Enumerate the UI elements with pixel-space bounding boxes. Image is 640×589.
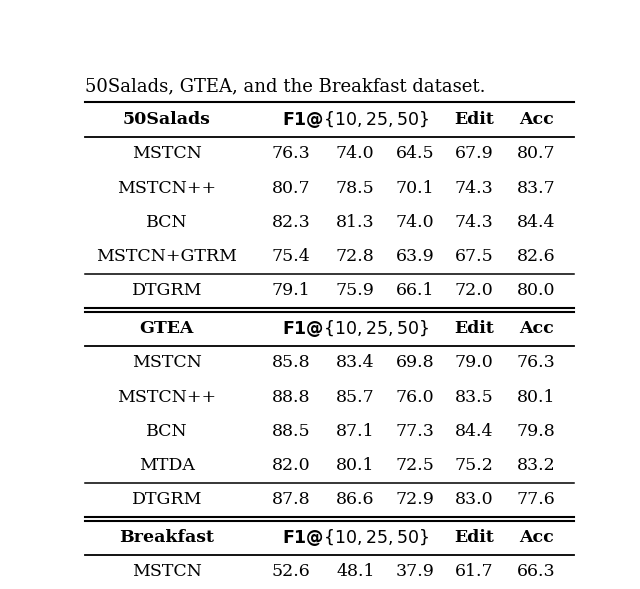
Text: $\bf{F1@}$$\{10,25,50\}$: $\bf{F1@}$$\{10,25,50\}$ — [282, 109, 429, 130]
Text: MSTCN++: MSTCN++ — [117, 389, 216, 406]
Text: 82.0: 82.0 — [271, 457, 310, 474]
Text: 72.5: 72.5 — [396, 457, 434, 474]
Text: 84.4: 84.4 — [517, 214, 556, 231]
Text: 77.6: 77.6 — [517, 491, 556, 508]
Text: 83.0: 83.0 — [455, 491, 493, 508]
Text: 80.1: 80.1 — [336, 457, 374, 474]
Text: DTGRM: DTGRM — [132, 282, 202, 299]
Text: MSTCN++: MSTCN++ — [117, 180, 216, 197]
Text: Acc: Acc — [519, 529, 554, 546]
Text: 72.0: 72.0 — [455, 282, 493, 299]
Text: 74.3: 74.3 — [455, 214, 493, 231]
Text: 80.7: 80.7 — [517, 145, 556, 163]
Text: 79.8: 79.8 — [517, 423, 556, 440]
Text: 76.3: 76.3 — [271, 145, 310, 163]
Text: 50Salads, GTEA, and the Breakfast dataset.: 50Salads, GTEA, and the Breakfast datase… — [85, 78, 486, 95]
Text: $\bf{F1@}$$\{10,25,50\}$: $\bf{F1@}$$\{10,25,50\}$ — [282, 527, 429, 548]
Text: 64.5: 64.5 — [396, 145, 434, 163]
Text: MSTCN: MSTCN — [132, 355, 202, 372]
Text: 74.0: 74.0 — [336, 145, 374, 163]
Text: 83.4: 83.4 — [336, 355, 374, 372]
Text: 70.1: 70.1 — [396, 180, 434, 197]
Text: 67.5: 67.5 — [455, 248, 493, 265]
Text: 75.9: 75.9 — [336, 282, 374, 299]
Text: 78.5: 78.5 — [336, 180, 374, 197]
Text: 84.4: 84.4 — [455, 423, 493, 440]
Text: 66.1: 66.1 — [396, 282, 434, 299]
Text: 88.8: 88.8 — [271, 389, 310, 406]
Text: 67.9: 67.9 — [455, 145, 493, 163]
Text: Acc: Acc — [519, 320, 554, 337]
Text: 81.3: 81.3 — [336, 214, 374, 231]
Text: 79.0: 79.0 — [455, 355, 493, 372]
Text: 85.8: 85.8 — [271, 355, 310, 372]
Text: MSTCN+GTRM: MSTCN+GTRM — [96, 248, 237, 265]
Text: 76.0: 76.0 — [396, 389, 434, 406]
Text: 63.9: 63.9 — [396, 248, 434, 265]
Text: 88.5: 88.5 — [271, 423, 310, 440]
Text: 50Salads: 50Salads — [123, 111, 211, 128]
Text: 82.3: 82.3 — [271, 214, 310, 231]
Text: 75.4: 75.4 — [271, 248, 310, 265]
Text: BCN: BCN — [146, 214, 188, 231]
Text: 75.2: 75.2 — [455, 457, 493, 474]
Text: 83.7: 83.7 — [517, 180, 556, 197]
Text: BCN: BCN — [146, 423, 188, 440]
Text: 80.7: 80.7 — [271, 180, 310, 197]
Text: 74.3: 74.3 — [455, 180, 493, 197]
Text: Edit: Edit — [454, 111, 494, 128]
Text: 72.9: 72.9 — [396, 491, 434, 508]
Text: MSTCN: MSTCN — [132, 564, 202, 580]
Text: 48.1: 48.1 — [336, 564, 374, 580]
Text: 83.5: 83.5 — [455, 389, 493, 406]
Text: 87.1: 87.1 — [336, 423, 374, 440]
Text: Breakfast: Breakfast — [119, 529, 214, 546]
Text: MSTCN: MSTCN — [132, 145, 202, 163]
Text: 66.3: 66.3 — [517, 564, 556, 580]
Text: 85.7: 85.7 — [336, 389, 374, 406]
Text: 80.0: 80.0 — [517, 282, 556, 299]
Text: 52.6: 52.6 — [271, 564, 310, 580]
Text: 77.3: 77.3 — [396, 423, 434, 440]
Text: Acc: Acc — [519, 111, 554, 128]
Text: 72.8: 72.8 — [336, 248, 374, 265]
Text: 37.9: 37.9 — [396, 564, 434, 580]
Text: $\bf{F1@}$$\{10,25,50\}$: $\bf{F1@}$$\{10,25,50\}$ — [282, 318, 429, 339]
Text: 74.0: 74.0 — [396, 214, 434, 231]
Text: 61.7: 61.7 — [455, 564, 493, 580]
Text: 86.6: 86.6 — [336, 491, 374, 508]
Text: 80.1: 80.1 — [517, 389, 556, 406]
Text: MTDA: MTDA — [139, 457, 195, 474]
Text: 83.2: 83.2 — [517, 457, 556, 474]
Text: Edit: Edit — [454, 320, 494, 337]
Text: 79.1: 79.1 — [271, 282, 310, 299]
Text: 76.3: 76.3 — [517, 355, 556, 372]
Text: 82.6: 82.6 — [517, 248, 556, 265]
Text: GTEA: GTEA — [140, 320, 194, 337]
Text: 69.8: 69.8 — [396, 355, 434, 372]
Text: DTGRM: DTGRM — [132, 491, 202, 508]
Text: Edit: Edit — [454, 529, 494, 546]
Text: 87.8: 87.8 — [271, 491, 310, 508]
